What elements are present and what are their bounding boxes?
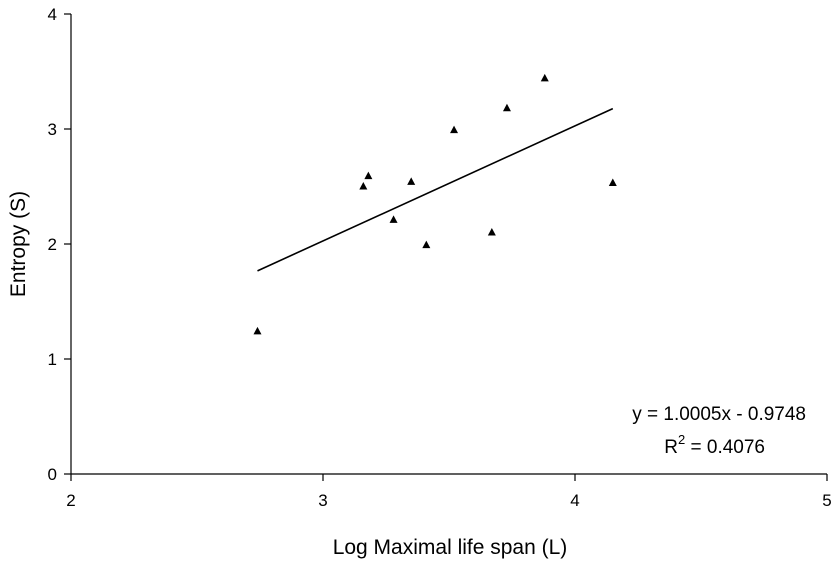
r-squared-superscript: 2 (678, 432, 685, 447)
data-point (540, 73, 549, 82)
y-tick-label: 2 (48, 235, 57, 254)
data-point (389, 215, 398, 223)
r-squared-label: R2 = 0.4076 (664, 432, 765, 458)
x-axis-title: Log Maximal life span (L) (333, 536, 568, 559)
x-tick-label: 5 (822, 491, 831, 510)
data-point (450, 125, 459, 134)
data-point (253, 326, 262, 335)
r-squared-value: = 0.4076 (685, 437, 765, 458)
data-point (608, 178, 617, 187)
trendline (257, 107, 614, 272)
data-point (422, 240, 431, 249)
data-point (487, 228, 496, 236)
data-point (364, 171, 373, 180)
data-points (253, 73, 617, 335)
y-tick-label: 4 (48, 5, 57, 24)
r-squared-prefix: R (664, 437, 678, 458)
x-tick-label: 4 (570, 491, 579, 510)
y-tick-label: 3 (48, 120, 57, 139)
x-tick-label: 2 (66, 491, 75, 510)
y-axis-title: Entropy (S) (7, 191, 30, 297)
y-tick-label: 0 (48, 465, 57, 484)
y-tick-label: 1 (48, 350, 57, 369)
data-point (407, 177, 416, 185)
data-point (359, 182, 368, 190)
ticks: 0 1 2 3 4 2 3 4 5 (48, 5, 832, 510)
x-tick-label: 3 (318, 491, 327, 510)
data-point (502, 103, 511, 112)
trendline-equation: y = 1.0005x - 0.9748 (632, 404, 806, 425)
trendline-group (257, 107, 614, 272)
